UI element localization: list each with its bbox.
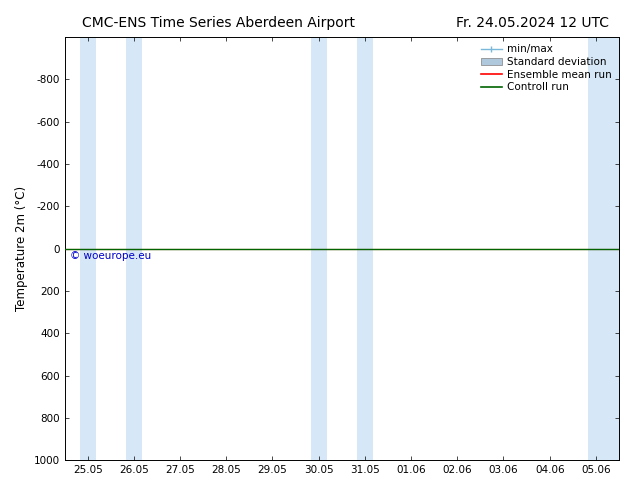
Y-axis label: Temperature 2m (°C): Temperature 2m (°C) xyxy=(15,186,28,311)
Bar xyxy=(79,37,96,460)
Bar xyxy=(357,37,373,460)
Text: Fr. 24.05.2024 12 UTC: Fr. 24.05.2024 12 UTC xyxy=(456,16,609,30)
Legend: min/max, Standard deviation, Ensemble mean run, Controll run: min/max, Standard deviation, Ensemble me… xyxy=(479,42,614,94)
Text: CMC-ENS Time Series Aberdeen Airport: CMC-ENS Time Series Aberdeen Airport xyxy=(82,16,356,30)
Bar xyxy=(311,37,327,460)
Bar xyxy=(588,37,619,460)
Bar xyxy=(126,37,142,460)
Text: © woeurope.eu: © woeurope.eu xyxy=(70,251,152,261)
